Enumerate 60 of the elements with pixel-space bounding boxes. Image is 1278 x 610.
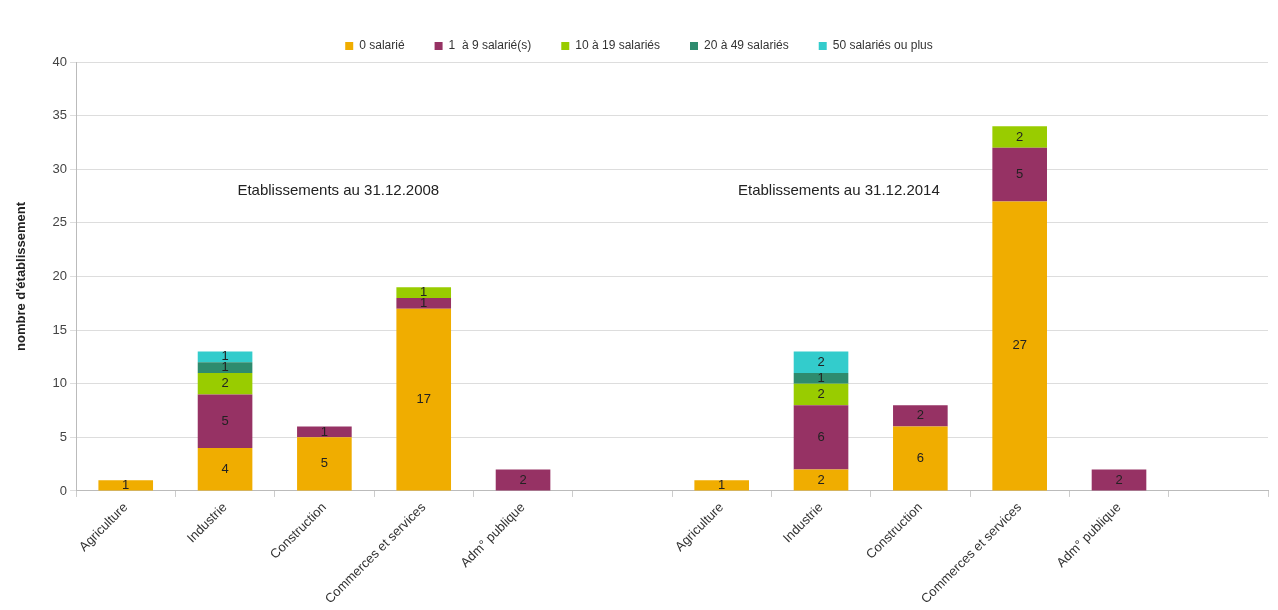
data-label: 1 — [817, 369, 825, 385]
bar — [893, 426, 948, 491]
y-tick-label: 0 — [59, 482, 68, 498]
data-label: 1 — [221, 359, 229, 375]
bar — [98, 480, 154, 491]
y-tick-label: 40 — [52, 53, 68, 69]
data-label: 2 — [1115, 471, 1123, 487]
data-label: 2 — [519, 471, 527, 487]
data-label: 5 — [320, 455, 328, 471]
data-label: 5 — [1016, 166, 1024, 182]
bar — [793, 405, 849, 470]
data-label: 4 — [221, 460, 229, 476]
bar — [197, 372, 253, 395]
data-label: 2 — [221, 375, 229, 391]
bar — [992, 147, 1047, 202]
y-axis-title: nombre d'établissement — [13, 201, 29, 351]
bar — [1091, 469, 1147, 491]
bar — [992, 201, 1047, 491]
data-label: 2 — [817, 471, 825, 487]
bar — [793, 469, 849, 491]
bar — [396, 308, 452, 491]
data-label: 6 — [916, 450, 924, 466]
data-label: 2 — [817, 386, 825, 402]
data-label: 1 — [320, 423, 328, 439]
legend-label: 50 salariés ou plus — [832, 38, 933, 53]
bar — [793, 351, 849, 373]
bar — [197, 394, 253, 449]
bar — [694, 480, 750, 491]
legend-label: 1 à 9 salarié(s) — [448, 38, 532, 53]
bar — [893, 405, 948, 427]
bar — [197, 448, 253, 491]
annotation: Etablissements au 31.12.2008 — [237, 180, 440, 198]
bar — [396, 297, 452, 309]
data-label: 2 — [1016, 128, 1024, 144]
data-label: 1 — [718, 476, 726, 492]
bar — [793, 372, 849, 384]
legend-label: 0 salarié — [359, 38, 405, 53]
y-tick-label: 20 — [52, 268, 68, 284]
data-label: 2 — [817, 353, 825, 369]
y-tick-label: 25 — [52, 214, 68, 230]
legend-label: 20 à 49 salariés — [704, 38, 789, 53]
y-tick-label: 35 — [52, 107, 68, 123]
data-label: 5 — [221, 412, 229, 428]
bar — [297, 437, 352, 491]
data-label: 1 — [122, 476, 130, 492]
y-tick-label: 10 — [52, 375, 68, 391]
legend-label: 10 à 19 salariés — [575, 38, 661, 53]
data-label: 2 — [916, 407, 924, 423]
bar — [495, 469, 551, 491]
y-tick-label: 5 — [59, 428, 68, 444]
bar — [396, 287, 452, 298]
y-tick-label: 30 — [52, 160, 68, 176]
bar — [793, 383, 849, 406]
data-label: 6 — [817, 428, 825, 444]
bar — [197, 362, 253, 373]
data-label: 17 — [416, 391, 431, 407]
bar — [992, 126, 1047, 148]
data-label: 27 — [1012, 337, 1027, 353]
y-tick-label: 15 — [52, 321, 68, 337]
annotation: Etablissements au 31.12.2014 — [738, 180, 940, 198]
